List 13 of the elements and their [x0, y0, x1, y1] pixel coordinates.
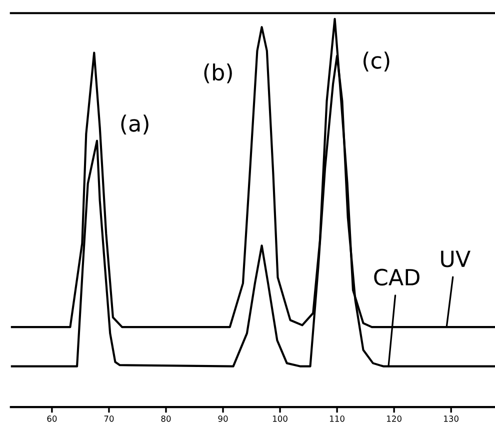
x-tick-label: 100 — [272, 416, 288, 422]
x-tick-label: 110 — [330, 416, 344, 422]
x-tick-label: 90 — [218, 416, 228, 422]
text: UV — [441, 250, 470, 268]
annotation: (a) — [121, 114, 148, 134]
x-tick-label: 60 — [47, 416, 57, 422]
x-tick-label: 120 — [387, 416, 402, 422]
series-label: CAD — [374, 268, 420, 286]
x-tick-label: 80 — [161, 416, 171, 422]
annotation: (c) — [364, 52, 390, 72]
x-tick-label: 130 — [444, 416, 458, 422]
x-tick-label: 70 — [104, 416, 114, 422]
annotation: (b) — [204, 63, 232, 84]
